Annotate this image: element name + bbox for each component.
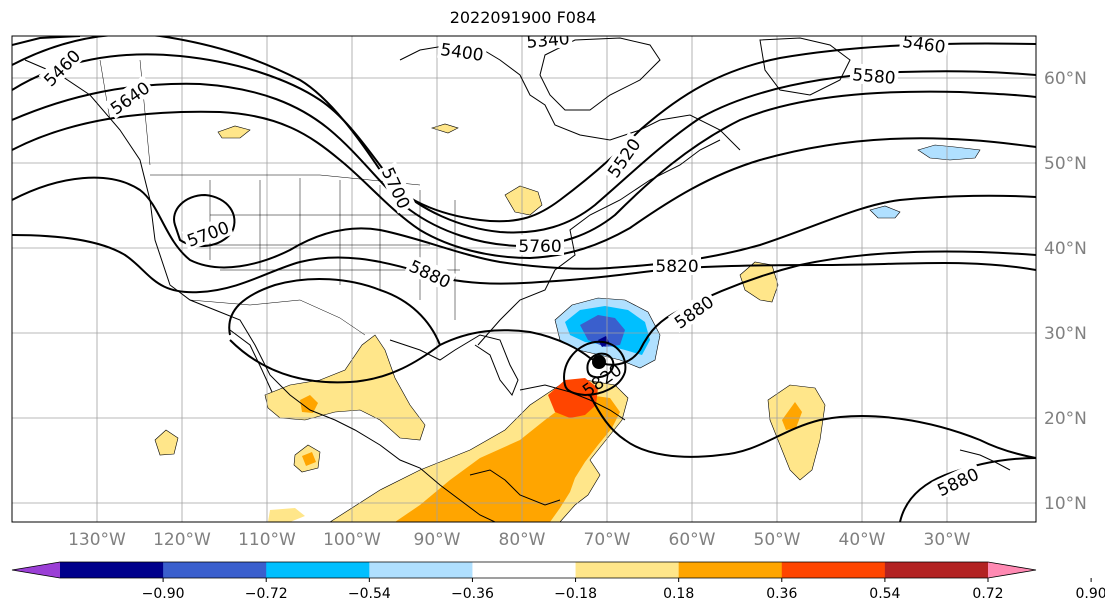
colorbar-swatch [472, 562, 577, 578]
colorbar-swatch [266, 562, 370, 578]
hurricane-center-dot [592, 355, 606, 369]
contour-label: 5760 [518, 237, 561, 257]
longitude-axis: 130°W 120°W 110°W 100°W 90°W 80°W 70°W 6… [68, 530, 971, 550]
lon-label: 30°W [924, 530, 971, 550]
colorbar-tick-label: 0.54 [869, 586, 900, 602]
contour-label: 5460 [901, 32, 947, 58]
colorbar-swatch [163, 562, 267, 578]
lon-label: 60°W [669, 530, 716, 550]
colorbar-extend-min [12, 562, 60, 578]
colorbar-tick-label: 0.72 [972, 586, 1003, 602]
lat-label: 20°N [1044, 409, 1087, 429]
map-frame [11, 35, 1037, 523]
lon-label: 70°W [584, 530, 631, 550]
lon-label: 90°W [414, 530, 461, 550]
colorbar-tick-label: 0.18 [663, 586, 694, 602]
lon-label: 110°W [238, 530, 296, 550]
colorbar-tick-label: −0.36 [451, 586, 494, 602]
colorbar-swatch [60, 562, 164, 578]
lon-label: 80°W [499, 530, 546, 550]
colorbar-outline [11, 561, 1037, 579]
anomaly-fills [154, 123, 981, 522]
colorbar-swatch [575, 562, 680, 578]
map-title: 2022091900 F084 [449, 8, 597, 27]
lon-label: 120°W [153, 530, 211, 550]
lon-label: 40°W [839, 530, 886, 550]
colorbar-swatch [884, 562, 989, 578]
colorbar-extend-max [988, 562, 1036, 578]
lat-label: 50°N [1044, 154, 1087, 174]
lon-label: 100°W [323, 530, 381, 550]
colorbar-tick-label: −0.90 [142, 586, 185, 602]
lat-label: 60°N [1044, 69, 1087, 89]
colorbar-tick-label: −0.18 [554, 586, 597, 602]
lat-label: 30°N [1044, 324, 1087, 344]
latitude-axis: 60°N 50°N 40°N 30°N 20°N 10°N [1044, 69, 1087, 514]
colorbar-tick-label: −0.72 [245, 586, 288, 602]
colorbar-swatch [781, 562, 886, 578]
colorbar-swatch [678, 562, 783, 578]
colorbar: −0.90 −0.72 −0.54 −0.36 −0.18 0.18 0.36 0.54 0.7… [11, 561, 1105, 602]
colorbar-tick-label: 0.90 [1076, 586, 1105, 602]
lon-label: 50°W [754, 530, 801, 550]
colorbar-tick-label: 0.36 [766, 586, 797, 602]
contour-label: 5340 [526, 29, 571, 53]
lat-label: 40°N [1044, 239, 1087, 259]
graticule [12, 36, 1036, 522]
lat-label: 10°N [1044, 494, 1087, 514]
contour-label: 5820 [655, 257, 698, 277]
colorbar-tick-label: −0.54 [348, 586, 391, 602]
contour-label: 5580 [851, 65, 896, 89]
colorbar-swatch [369, 562, 473, 578]
lon-label: 130°W [68, 530, 126, 550]
